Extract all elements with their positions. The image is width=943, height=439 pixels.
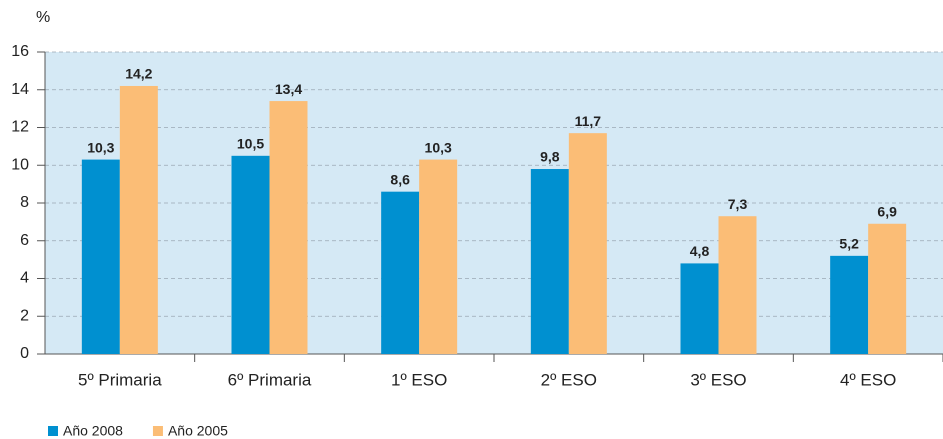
legend-label: Año 2005 [168,423,228,439]
value-label: 5,2 [839,236,859,252]
x-tick-label: 2º ESO [541,370,597,389]
value-label: 10,5 [237,136,264,152]
y-tick-label: 14 [11,81,29,98]
y-axis-label: % [36,9,50,26]
bar [530,169,569,354]
y-tick-label: 8 [20,194,29,211]
bar [868,223,907,354]
bar [830,255,869,354]
bar [568,133,607,354]
y-tick-label: 12 [11,119,29,136]
y-tick-label: 10 [11,156,29,173]
value-label: 10,3 [87,139,114,155]
value-label: 13,4 [275,81,302,97]
x-tick-label: 1º ESO [391,370,447,389]
x-tick-label: 3º ESO [690,370,746,389]
bar [231,155,270,354]
x-tick-label: 6º Primaria [228,370,312,389]
y-tick-label: 6 [20,232,29,249]
value-label: 4,8 [690,243,710,259]
x-tick-label: 4º ESO [840,370,896,389]
y-tick-label: 16 [11,43,29,60]
value-label: 14,2 [125,66,152,82]
value-label: 8,6 [390,171,410,187]
y-tick-label: 0 [20,345,29,362]
bar [419,159,458,354]
legend-swatch [48,426,58,436]
bar [381,191,420,354]
legend-label: Año 2008 [63,423,123,439]
bar [680,263,719,354]
value-label: 7,3 [728,196,748,212]
x-tick-label: 5º Primaria [78,370,162,389]
value-label: 9,8 [540,149,560,165]
y-tick-label: 4 [20,270,29,287]
value-label: 6,9 [877,203,897,219]
bar [269,101,308,354]
bar [718,216,757,354]
value-label: 11,7 [575,113,602,129]
value-label: 10,3 [425,139,452,155]
bar [119,85,158,354]
legend-swatch [152,426,163,436]
bar [81,159,120,354]
y-tick-label: 2 [20,307,29,324]
